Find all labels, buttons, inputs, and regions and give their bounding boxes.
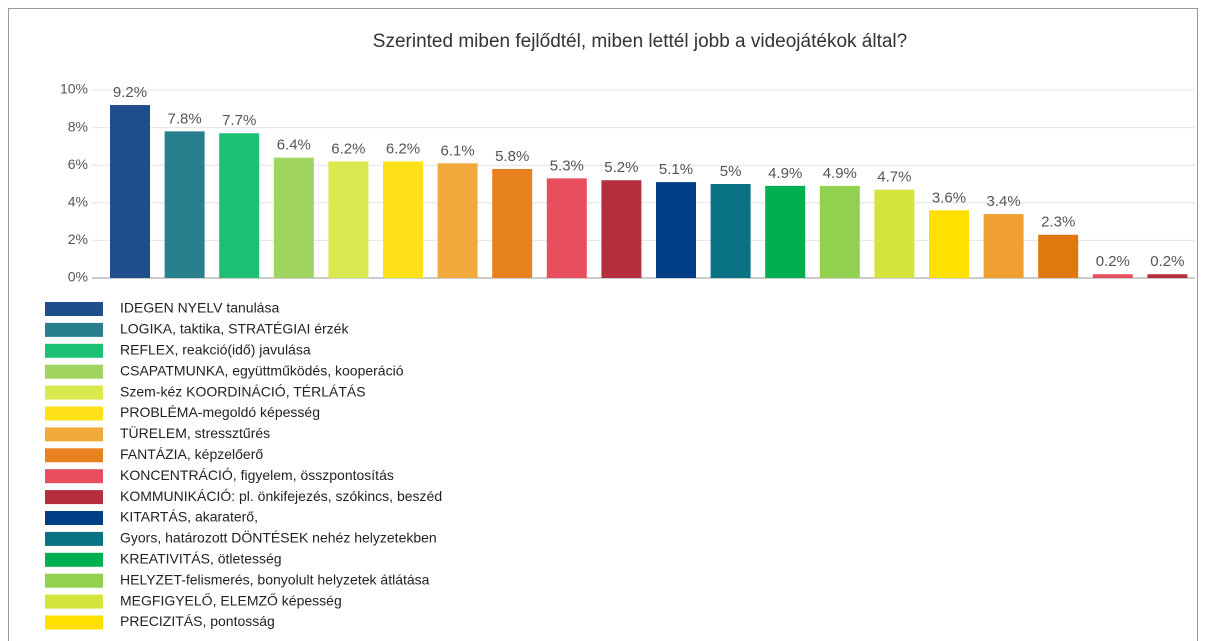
bar (219, 133, 260, 278)
legend-swatch (45, 469, 103, 484)
bar (983, 214, 1024, 278)
value-label: 5% (720, 163, 742, 180)
bar (164, 131, 205, 278)
legend-label: KONCENTRÁCIÓ, figyelem, összpontosítás (120, 467, 394, 483)
legend-swatch (45, 406, 103, 421)
bar (328, 161, 369, 278)
legend-swatch (45, 343, 103, 358)
legend-swatch (45, 615, 103, 630)
value-label: 0.2% (1096, 253, 1130, 270)
legend-label: FANTÁZIA, képzelőerő (120, 446, 263, 462)
bar (710, 184, 751, 278)
y-tick-label: 8% (68, 118, 88, 134)
bar (874, 189, 915, 278)
legend-swatch (45, 490, 103, 505)
value-label: 5.2% (604, 159, 638, 176)
legend-swatch (45, 511, 103, 525)
value-label: 4.7% (877, 169, 911, 186)
legend-swatch (45, 448, 103, 463)
y-tick-label: 2% (68, 231, 88, 247)
legend-label: REFLEX, reakció(idő) javulása (120, 342, 311, 358)
bar (601, 180, 642, 278)
value-label: 3.4% (986, 193, 1020, 210)
legend-swatch (45, 552, 103, 567)
bar (656, 182, 696, 278)
legend-label: MEGFIGYELŐ, ELEMZŐ képesség (120, 592, 342, 608)
value-label: 6.1% (440, 142, 474, 159)
bar (819, 185, 860, 278)
value-label: 7.7% (222, 112, 256, 129)
y-tick-label: 0% (68, 269, 88, 285)
bar (437, 163, 478, 278)
y-tick-label: 6% (68, 156, 88, 172)
y-tick-label: 4% (68, 194, 88, 210)
legend-swatch (45, 322, 103, 337)
bar (1092, 274, 1133, 278)
legend-label: TÜRELEM, stressztűrés (120, 424, 270, 441)
chart-title: Szerinted miben fejlődtél, miben lettél … (373, 31, 907, 52)
value-label: 4.9% (823, 165, 857, 182)
legend-swatch (45, 385, 103, 400)
y-tick-label: 10% (60, 81, 88, 97)
value-label: 0.2% (1150, 253, 1184, 270)
legend-swatch (45, 427, 103, 442)
chart-frame (8, 8, 1198, 641)
value-label: 6.4% (277, 137, 311, 154)
bar (1147, 274, 1188, 278)
legend-label: CSAPATMUNKA, együttműködés, kooperáció (120, 362, 404, 378)
legend-label: KREATIVITÁS, ötletesség (120, 551, 282, 567)
value-label: 4.9% (768, 165, 802, 182)
value-label: 5.1% (659, 161, 693, 178)
bar (929, 210, 969, 278)
legend-swatch (45, 594, 103, 609)
bar (273, 157, 314, 278)
legend-label: Szem-kéz KOORDINÁCIÓ, TÉRLÁTÁS (120, 383, 366, 399)
legend-label: KOMMUNIKÁCIÓ: pl. önkifejezés, szókincs,… (120, 488, 442, 504)
value-label: 6.2% (386, 140, 420, 157)
bar (492, 168, 533, 278)
legend-label: HELYZET-felismerés, bonyolult helyzetek … (120, 571, 430, 587)
legend-label: IDEGEN NYELV tanulása (120, 300, 279, 316)
value-label: 2.3% (1041, 214, 1075, 231)
legend-swatch (45, 302, 103, 316)
value-label: 9.2% (113, 84, 147, 101)
legend-label: LOGIKA, taktika, STRATÉGIAI érzék (120, 321, 349, 337)
legend-swatch (45, 364, 103, 379)
legend-label: PRECIZITÁS, pontosság (120, 613, 275, 629)
legend-swatch (45, 573, 103, 588)
bar (383, 161, 423, 278)
legend-label: Gyors, határozott DÖNTÉSEK nehéz helyzet… (120, 529, 437, 546)
legend-label: KITARTÁS, akaraterő, (120, 509, 258, 525)
value-label: 3.6% (932, 189, 966, 206)
value-label: 5.8% (495, 148, 529, 165)
bar (1038, 234, 1079, 278)
bar (765, 185, 806, 278)
value-label: 6.2% (331, 140, 365, 157)
legend-swatch (45, 531, 103, 546)
value-label: 7.8% (167, 110, 201, 127)
legend-label: PROBLÉMA-megoldó képesség (120, 404, 320, 420)
bar (110, 105, 150, 278)
bar (546, 178, 587, 278)
value-label: 5.3% (550, 157, 584, 174)
